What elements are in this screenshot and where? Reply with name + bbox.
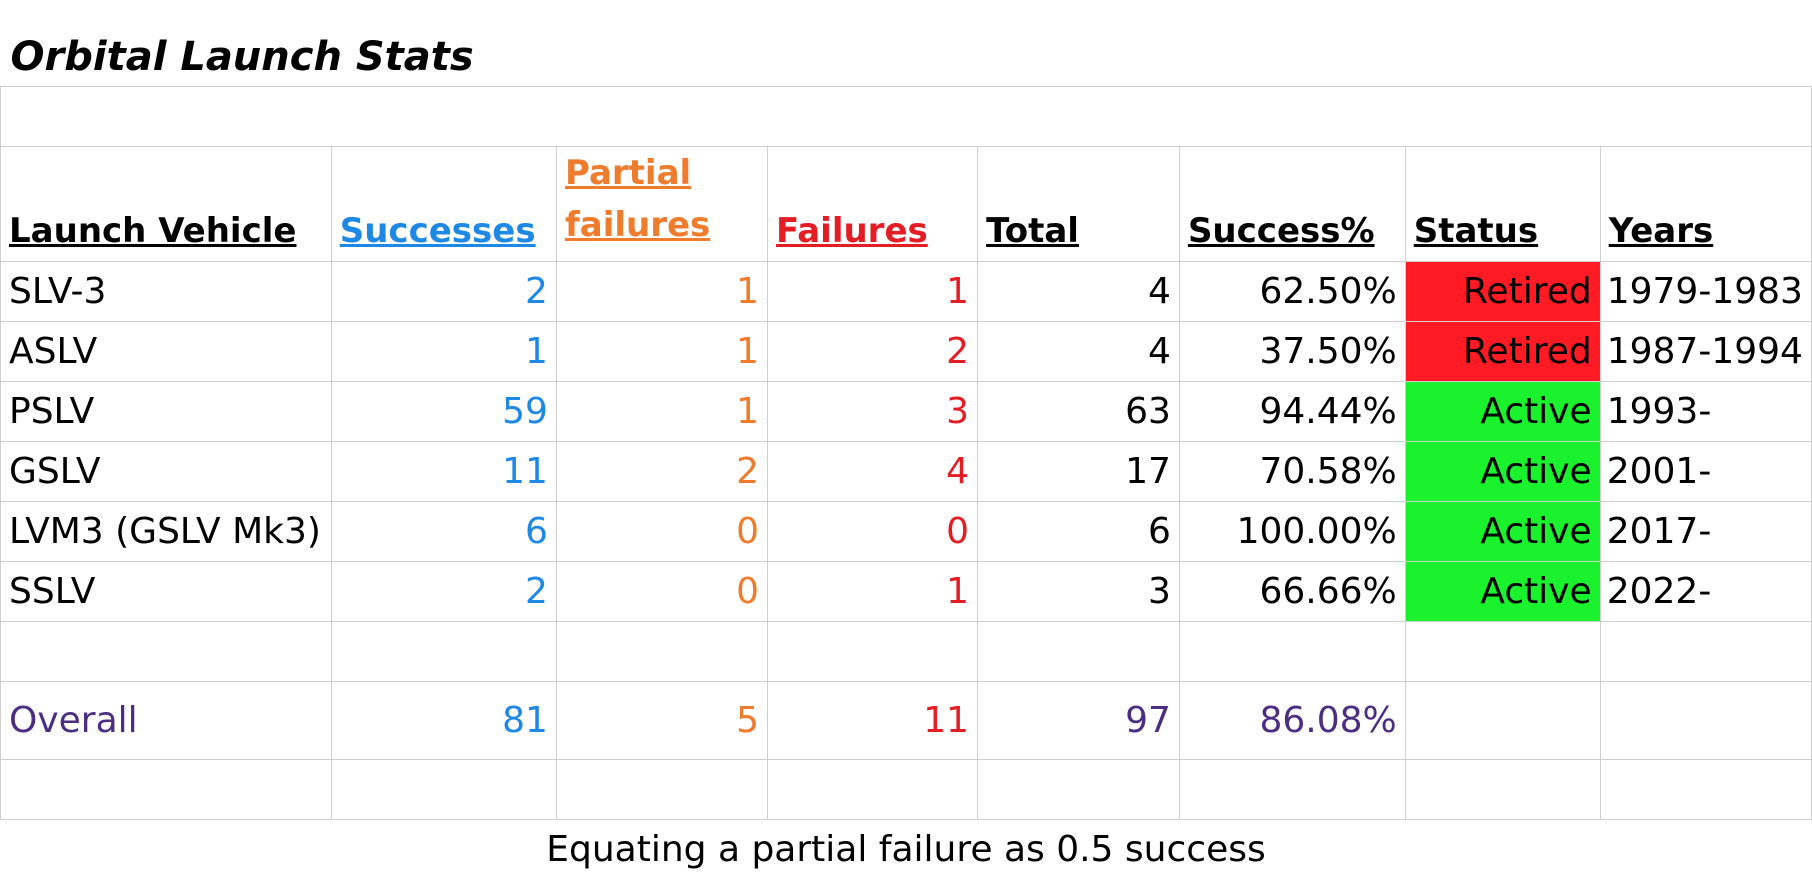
partial-cell[interactable]: 1 [555, 320, 768, 382]
partial-cell[interactable]: 0 [555, 560, 768, 622]
footnote[interactable]: Equating a partial failure as 0.5 succes… [0, 818, 1812, 879]
overall-label[interactable]: Overall [0, 680, 332, 760]
empty-cell[interactable] [1599, 620, 1812, 682]
table-row: PSLV 59 1 3 63 94.44% Active 1993- [0, 380, 1812, 442]
empty-cell[interactable] [1178, 758, 1406, 820]
status-cell[interactable]: Active [1404, 500, 1601, 562]
total-cell[interactable]: 4 [977, 260, 1180, 322]
total-cell[interactable]: 6 [977, 500, 1180, 562]
total-cell[interactable]: 3 [977, 560, 1180, 622]
success-pct-cell[interactable]: 94.44% [1178, 380, 1406, 442]
header-partial-line1: Partial [564, 152, 692, 193]
note-row: Equating a partial failure as 0.5 succes… [0, 818, 1812, 879]
table-row: SLV-3 2 1 1 4 62.50% Retired 1979-1983 [0, 260, 1812, 322]
empty-cell[interactable] [1404, 620, 1601, 682]
failures-cell[interactable]: 2 [766, 320, 979, 382]
failures-cell[interactable]: 4 [766, 440, 979, 502]
partial-cell[interactable]: 0 [555, 500, 768, 562]
vehicle-cell[interactable]: SLV-3 [0, 260, 332, 322]
header-failures[interactable]: Failures [766, 145, 979, 262]
years-cell[interactable]: 2017- [1599, 500, 1812, 562]
empty-cell[interactable] [0, 620, 332, 682]
vehicle-cell[interactable]: LVM3 (GSLV Mk3) [0, 500, 332, 562]
success-pct-cell[interactable]: 100.00% [1178, 500, 1406, 562]
vehicle-cell[interactable]: GSLV [0, 440, 332, 502]
empty-cell[interactable] [1178, 620, 1406, 682]
overall-successes[interactable]: 81 [330, 680, 557, 760]
header-years[interactable]: Years [1599, 145, 1812, 262]
partial-cell[interactable]: 2 [555, 440, 768, 502]
empty-cell[interactable] [1404, 680, 1601, 760]
successes-cell[interactable]: 6 [330, 500, 557, 562]
failures-cell[interactable]: 0 [766, 500, 979, 562]
table-row: LVM3 (GSLV Mk3) 6 0 0 6 100.00% Active 2… [0, 500, 1812, 562]
overall-success-pct[interactable]: 86.08% [1178, 680, 1406, 760]
empty-row [0, 758, 1812, 820]
successes-cell[interactable]: 59 [330, 380, 557, 442]
empty-cell[interactable] [977, 758, 1180, 820]
table-row: ASLV 1 1 2 4 37.50% Retired 1987-1994 [0, 320, 1812, 382]
header-row: Launch Vehicle Successes Partial failures… [0, 145, 1812, 262]
empty-cell[interactable] [0, 758, 332, 820]
failures-cell[interactable]: 3 [766, 380, 979, 442]
header-partial-line2: failures [564, 204, 711, 245]
total-cell[interactable]: 17 [977, 440, 1180, 502]
header-success-pct[interactable]: Success% [1178, 145, 1406, 262]
header-total[interactable]: Total [977, 145, 1180, 262]
header-partial-failures[interactable]: Partial failures [555, 145, 768, 262]
vehicle-cell[interactable]: PSLV [0, 380, 332, 442]
header-vehicle[interactable]: Launch Vehicle [0, 145, 332, 262]
empty-cell[interactable] [555, 758, 768, 820]
success-pct-cell[interactable]: 70.58% [1178, 440, 1406, 502]
empty-row [0, 620, 1812, 682]
empty-cell[interactable] [0, 85, 1812, 147]
vehicle-cell[interactable]: ASLV [0, 320, 332, 382]
empty-cell[interactable] [1404, 758, 1601, 820]
status-cell[interactable]: Retired [1404, 260, 1601, 322]
sheet-title[interactable]: Orbital Launch Stats [0, 0, 1812, 87]
years-cell[interactable]: 2022- [1599, 560, 1812, 622]
years-cell[interactable]: 1979-1983 [1599, 260, 1812, 322]
table-row: GSLV 11 2 4 17 70.58% Active 2001- [0, 440, 1812, 502]
overall-failures[interactable]: 11 [766, 680, 979, 760]
empty-cell[interactable] [977, 620, 1180, 682]
empty-cell[interactable] [766, 758, 979, 820]
status-cell[interactable]: Active [1404, 440, 1601, 502]
total-cell[interactable]: 63 [977, 380, 1180, 442]
header-status[interactable]: Status [1404, 145, 1601, 262]
overall-partial[interactable]: 5 [555, 680, 768, 760]
years-cell[interactable]: 2001- [1599, 440, 1812, 502]
years-cell[interactable]: 1987-1994 [1599, 320, 1812, 382]
overall-row: Overall 81 5 11 97 86.08% [0, 680, 1812, 760]
empty-cell[interactable] [330, 758, 557, 820]
status-cell[interactable]: Active [1404, 560, 1601, 622]
overall-total[interactable]: 97 [977, 680, 1180, 760]
empty-cell[interactable] [1599, 758, 1812, 820]
years-cell[interactable]: 1993- [1599, 380, 1812, 442]
status-cell[interactable]: Retired [1404, 320, 1601, 382]
empty-cell[interactable] [766, 620, 979, 682]
table-row: SSLV 2 0 1 3 66.66% Active 2022- [0, 560, 1812, 622]
successes-cell[interactable]: 11 [330, 440, 557, 502]
status-cell[interactable]: Active [1404, 380, 1601, 442]
failures-cell[interactable]: 1 [766, 560, 979, 622]
successes-cell[interactable]: 2 [330, 260, 557, 322]
successes-cell[interactable]: 1 [330, 320, 557, 382]
header-successes[interactable]: Successes [330, 145, 557, 262]
success-pct-cell[interactable]: 62.50% [1178, 260, 1406, 322]
partial-cell[interactable]: 1 [555, 380, 768, 442]
empty-cell[interactable] [555, 620, 768, 682]
vehicle-cell[interactable]: SSLV [0, 560, 332, 622]
empty-cell[interactable] [330, 620, 557, 682]
failures-cell[interactable]: 1 [766, 260, 979, 322]
partial-cell[interactable]: 1 [555, 260, 768, 322]
successes-cell[interactable]: 2 [330, 560, 557, 622]
success-pct-cell[interactable]: 37.50% [1178, 320, 1406, 382]
total-cell[interactable]: 4 [977, 320, 1180, 382]
success-pct-cell[interactable]: 66.66% [1178, 560, 1406, 622]
empty-row [0, 85, 1812, 147]
empty-cell[interactable] [1599, 680, 1812, 760]
